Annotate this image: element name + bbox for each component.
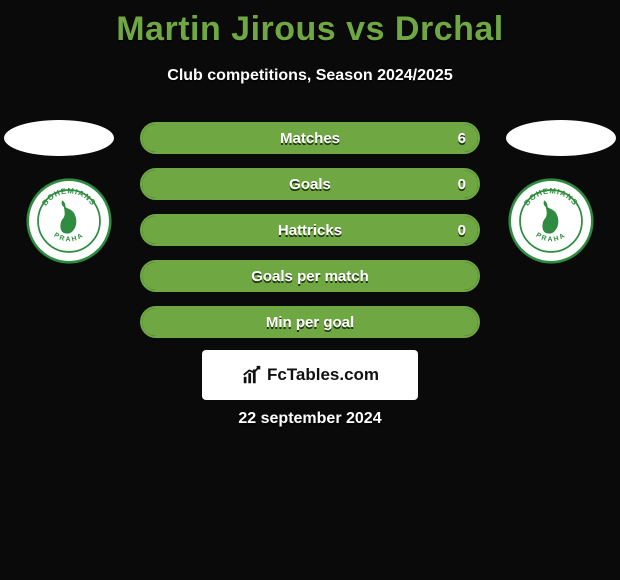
comparison-subtitle: Club competitions, Season 2024/2025: [0, 67, 620, 85]
club-logo-left: BOHEMIANS PRAHA: [26, 178, 112, 264]
stat-row: Hattricks0: [140, 214, 480, 246]
stat-label: Matches: [142, 124, 478, 152]
stat-row: Goals0: [140, 168, 480, 200]
stat-row: Min per goal: [140, 306, 480, 338]
snapshot-date: 22 september 2024: [0, 410, 620, 428]
stat-label: Goals per match: [142, 262, 478, 290]
stat-value-right: 0: [458, 216, 466, 244]
site-brand[interactable]: FcTables.com: [202, 350, 418, 400]
stat-row: Goals per match: [140, 260, 480, 292]
player-avatar-right: [506, 120, 616, 156]
chart-icon: [241, 364, 263, 386]
comparison-title: Martin Jirous vs Drchal: [0, 0, 620, 49]
stat-label: Min per goal: [142, 308, 478, 336]
stat-label: Goals: [142, 170, 478, 198]
brand-text: FcTables.com: [267, 365, 379, 385]
player-avatar-left: [4, 120, 114, 156]
stats-container: Matches6Goals0Hattricks0Goals per matchM…: [140, 122, 480, 352]
stat-label: Hattricks: [142, 216, 478, 244]
club-logo-right: BOHEMIANS PRAHA: [508, 178, 594, 264]
stat-value-right: 0: [458, 170, 466, 198]
stat-value-right: 6: [458, 124, 466, 152]
stat-row: Matches6: [140, 122, 480, 154]
